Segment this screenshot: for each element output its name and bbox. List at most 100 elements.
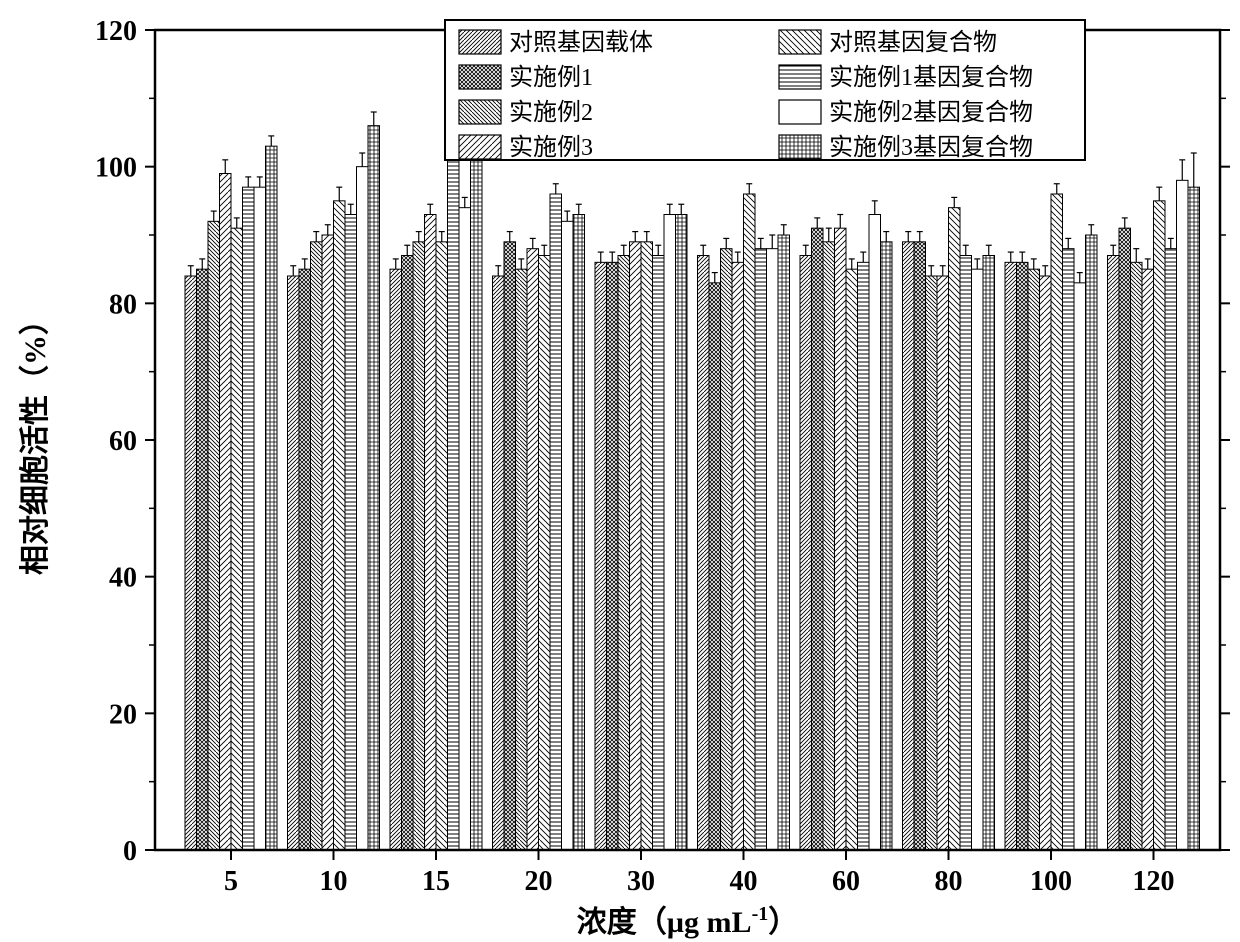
bar: [1177, 180, 1189, 850]
svg-text:40: 40: [730, 866, 758, 897]
bar: [1017, 262, 1029, 850]
bar: [630, 242, 642, 850]
bar: [949, 208, 961, 850]
legend-swatch: [779, 100, 821, 124]
bar: [1108, 256, 1120, 851]
svg-text:80: 80: [935, 866, 963, 897]
bar: [881, 242, 893, 850]
bar: [914, 242, 926, 850]
bar: [721, 249, 733, 850]
bar: [823, 242, 835, 850]
bar: [266, 146, 278, 850]
bar: [869, 215, 881, 851]
svg-text:60: 60: [109, 426, 137, 457]
legend-swatch: [459, 65, 501, 89]
bar: [425, 215, 437, 851]
bar: [1005, 262, 1017, 850]
bar: [459, 208, 471, 850]
bar: [1040, 276, 1052, 850]
bar: [539, 256, 551, 851]
bar: [197, 269, 209, 850]
legend-label: 对照基因载体: [509, 29, 653, 56]
bar: [595, 262, 607, 850]
bar: [937, 276, 949, 850]
bar: [709, 283, 721, 850]
svg-text:20: 20: [525, 866, 553, 897]
bar: [835, 228, 847, 850]
svg-text:100: 100: [1030, 866, 1072, 897]
bar: [664, 215, 676, 851]
bar: [345, 215, 357, 851]
legend-swatch: [459, 100, 501, 124]
legend-label: 实施例2基因复合物: [829, 99, 1033, 126]
bar: [368, 126, 380, 850]
bar: [1074, 283, 1086, 850]
legend-label: 实施例1基因复合物: [829, 64, 1033, 91]
legend-swatch: [459, 30, 501, 54]
legend-label: 实施例3: [509, 134, 593, 161]
bar-chart: 020406080100120相对细胞活性（%）5101520304060801…: [0, 0, 1240, 942]
legend-label: 对照基因复合物: [829, 29, 997, 56]
bar: [903, 242, 915, 850]
bar: [641, 242, 653, 850]
bar: [527, 249, 539, 850]
bar: [676, 215, 688, 851]
bar: [402, 256, 414, 851]
svg-text:5: 5: [224, 866, 238, 897]
bar: [311, 242, 323, 850]
svg-text:20: 20: [109, 699, 137, 730]
bar: [1142, 269, 1154, 850]
bar: [322, 235, 334, 850]
svg-text:100: 100: [95, 153, 137, 184]
svg-text:相对细胞活性（%）: 相对细胞活性（%）: [18, 305, 52, 575]
legend-swatch: [459, 135, 501, 159]
bar: [767, 249, 779, 850]
bar: [607, 262, 619, 850]
bar: [1063, 249, 1075, 850]
bar: [1119, 228, 1131, 850]
legend-label: 实施例1: [509, 64, 593, 91]
bar: [390, 269, 402, 850]
svg-text:60: 60: [832, 866, 860, 897]
bar: [800, 256, 812, 851]
bar: [1086, 235, 1098, 850]
svg-text:30: 30: [627, 866, 655, 897]
bar: [983, 256, 995, 851]
bar: [288, 276, 300, 850]
bar: [231, 228, 243, 850]
bar: [185, 276, 197, 850]
bar: [778, 235, 790, 850]
bar: [243, 187, 255, 850]
legend-swatch: [779, 65, 821, 89]
svg-text:10: 10: [320, 866, 348, 897]
svg-text:80: 80: [109, 289, 137, 320]
bar: [1188, 187, 1200, 850]
bar: [1154, 201, 1166, 850]
bar: [698, 256, 710, 851]
bar: [562, 221, 574, 850]
bar: [357, 167, 369, 850]
bar: [653, 256, 665, 851]
bar: [1131, 262, 1143, 850]
bar: [299, 269, 311, 850]
bar: [516, 269, 528, 850]
legend-swatch: [779, 135, 821, 159]
bar: [1028, 269, 1040, 850]
bar: [573, 215, 585, 851]
bar: [550, 194, 562, 850]
bar: [960, 256, 972, 851]
bar: [436, 242, 448, 850]
bar: [448, 146, 460, 850]
bar: [334, 201, 346, 850]
bar: [732, 262, 744, 850]
bar: [493, 276, 505, 850]
bar: [413, 242, 425, 850]
bar: [972, 269, 984, 850]
svg-text:浓度（µg mL-1）: 浓度（µg mL-1）: [577, 903, 798, 939]
bar: [744, 194, 756, 850]
bar: [1165, 249, 1177, 850]
bar: [254, 187, 266, 850]
svg-text:0: 0: [123, 836, 137, 867]
bar: [1051, 194, 1063, 850]
bar: [846, 269, 858, 850]
